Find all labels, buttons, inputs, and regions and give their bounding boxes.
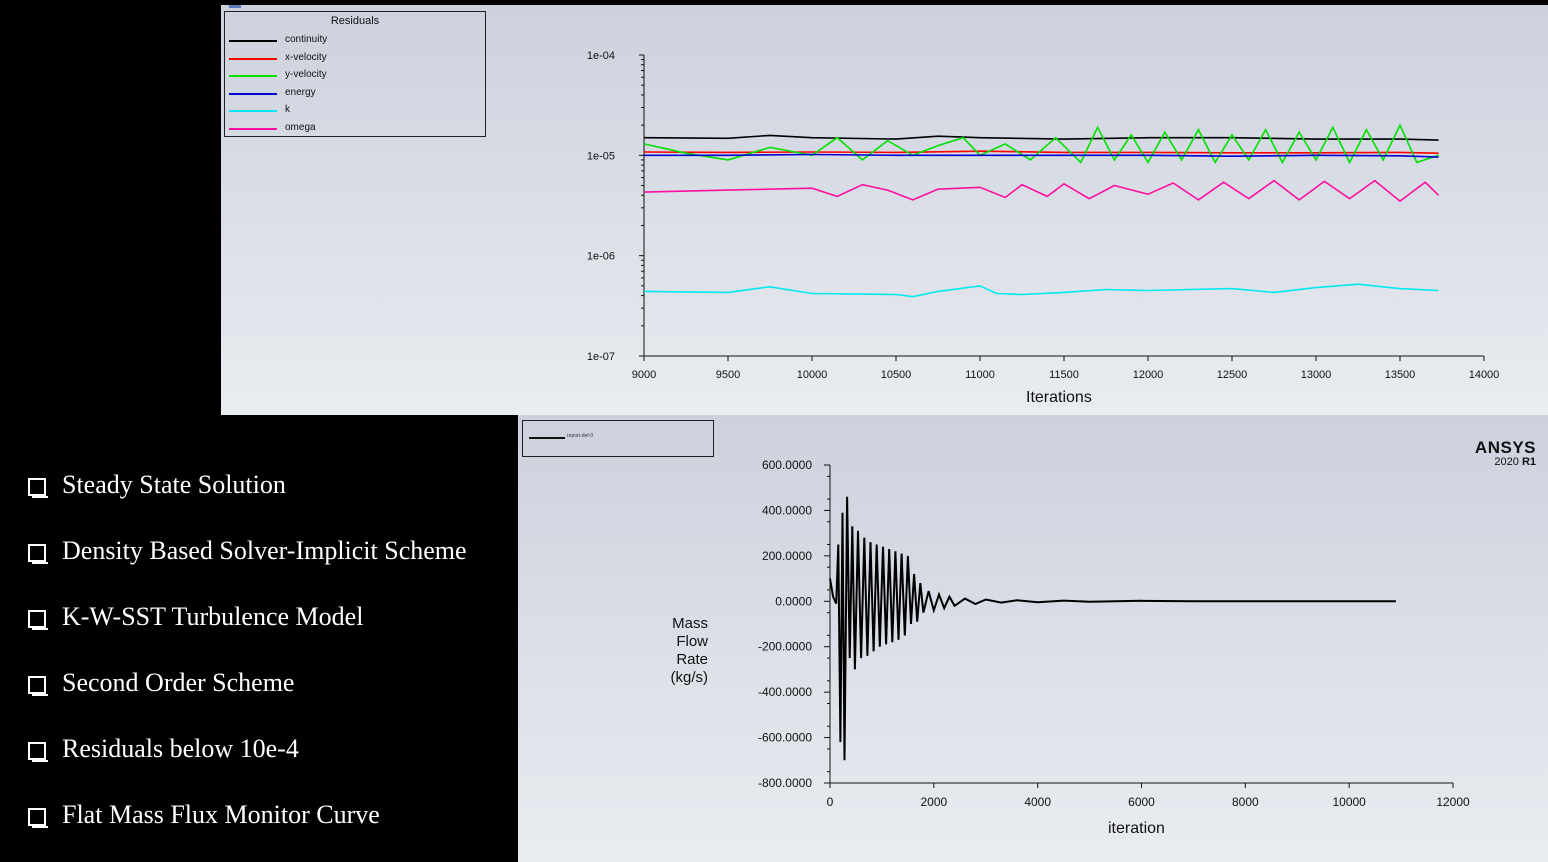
y-tick-label: -400.0000 (758, 685, 812, 699)
series-line-report-def-0 (829, 496, 1396, 761)
legend-label: continuity (285, 34, 328, 45)
x-tick-label: 10000 (797, 369, 828, 381)
checkbox-icon (28, 676, 48, 696)
list-item-text: Density Based Solver-Implicit Scheme (62, 536, 467, 565)
legend-swatch (229, 127, 277, 130)
y-label-line: Mass (672, 615, 708, 632)
x-tick-label: 0 (827, 795, 834, 809)
y-tick-label: -200.0000 (758, 640, 812, 654)
legend-swatch (229, 57, 277, 60)
x-tick-label: 4000 (1024, 795, 1051, 809)
ansys-version-year: 2020 (1494, 456, 1519, 468)
residuals-legend: Residuals continuity x-velocity y-velocity… (224, 11, 486, 137)
y-tick-label: 1e-07 (587, 351, 615, 363)
checkbox-icon (28, 610, 48, 630)
ansys-brand-version: 2020 R1 (1475, 456, 1536, 468)
list-item-text: Second Order Scheme (62, 668, 295, 697)
mass-flow-legend-swatch (529, 437, 565, 439)
x-tick-label: 11000 (965, 369, 995, 381)
list-item-text: Flat Mass Flux Monitor Curve (62, 800, 380, 829)
y-tick-label: 1e-05 (587, 150, 615, 162)
checkbox-icon (28, 742, 48, 762)
x-tick-label: 10500 (881, 369, 912, 381)
legend-label: x-velocity (285, 51, 327, 63)
ansys-logo: ANSYS 2020 R1 (1475, 438, 1536, 468)
list-item-text: Residuals below 10e-4 (62, 734, 299, 763)
y-label-line: Flow (676, 633, 708, 650)
legend-label: omega (285, 121, 316, 133)
x-tick-label: 2000 (920, 795, 947, 809)
y-label-line: (kg/s) (670, 669, 709, 686)
x-tick-label: 9000 (632, 369, 656, 381)
list-item-text: K-W-SST Turbulence Model (62, 602, 364, 631)
ansys-version-release: R1 (1521, 456, 1536, 468)
legend-swatch (229, 75, 277, 77)
y-tick-label: 400.0000 (762, 503, 812, 517)
series-line-continuity (643, 134, 1439, 141)
residuals-chart-panel: 9000 9500 10000 10500 11000 11500 12000 12500 13… (221, 5, 1548, 415)
residuals-x-axis-label: Iterations (1026, 389, 1092, 406)
legend-label: energy (285, 86, 316, 98)
window-corner-mark (229, 5, 241, 8)
series-line-energy (644, 153, 1439, 158)
y-tick-label: 1e-04 (587, 50, 615, 62)
residuals-legend-title: Residuals (330, 15, 380, 27)
checkbox-icon (28, 478, 48, 498)
x-tick-label: 13500 (1385, 369, 1416, 381)
legend-swatch (229, 110, 277, 112)
y-tick-label: 200.0000 (762, 549, 812, 563)
x-tick-label: 9500 (716, 369, 740, 381)
ansys-brand-name: ANSYS (1474, 438, 1536, 457)
mass-flow-x-axis-label: iteration (1108, 820, 1165, 837)
x-tick-label: 14000 (1469, 369, 1500, 381)
legend-swatch (229, 40, 277, 42)
x-tick-label: 11500 (1049, 369, 1079, 381)
series-line-y-velocity (643, 123, 1439, 165)
series-line-omega (643, 179, 1440, 203)
mass-flow-plot: 0 2000 4000 6000 8000 10000 12000 600.0000 400.0… (758, 458, 1470, 809)
y-tick-label: -600.0000 (758, 731, 812, 745)
x-tick-label: 10000 (1332, 795, 1366, 809)
y-tick-label: 600.0000 (762, 458, 812, 472)
legend-swatch (229, 92, 277, 95)
x-tick-label: 12000 (1133, 369, 1164, 381)
mass-flow-chart-panel: 0 2000 4000 6000 8000 10000 12000 600.0000 400.0… (518, 415, 1548, 862)
mass-flow-y-axis-label: Mass Flow Rate (kg/s) (648, 615, 709, 687)
residuals-plot: 9000 9500 10000 10500 11000 11500 12000 12500 13… (587, 50, 1500, 381)
x-tick-label: 12500 (1217, 369, 1248, 381)
mass-flow-legend: report-def-0 (522, 420, 714, 457)
checkbox-icon (28, 808, 48, 828)
legend-label: y-velocity (285, 69, 327, 80)
series-line-x-velocity (643, 150, 1439, 154)
y-label-line: Rate (676, 651, 708, 668)
x-tick-label: 13000 (1301, 369, 1332, 381)
y-tick-label: -800.0000 (758, 776, 812, 790)
series-line-k (643, 283, 1439, 298)
x-tick-label: 6000 (1128, 795, 1155, 809)
y-tick-label: 1e-06 (587, 251, 615, 263)
y-tick-label: 0.0000 (775, 594, 812, 608)
x-tick-label: 12000 (1436, 795, 1470, 809)
checkbox-icon (28, 544, 48, 564)
x-tick-label: 8000 (1232, 795, 1259, 809)
legend-label: k (285, 104, 290, 115)
mass-flow-legend-label: report-def-0 (567, 433, 594, 439)
list-item-text: Steady State Solution (62, 470, 286, 499)
